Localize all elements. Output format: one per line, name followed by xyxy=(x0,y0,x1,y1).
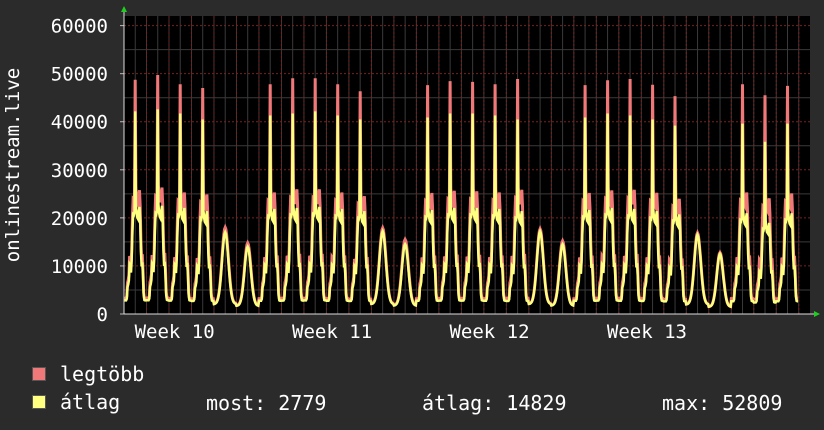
y-tick-label: 0 xyxy=(97,304,108,326)
x-axis-arrow xyxy=(814,311,820,317)
tick-labels: 0 10000 20000 30000 40000 50000 60000 Week 10 We… xyxy=(51,16,687,343)
y-tick-label: 20000 xyxy=(51,208,108,230)
legend-swatch-max xyxy=(32,367,46,381)
grid xyxy=(124,16,810,314)
axes xyxy=(120,6,820,317)
stat-current: most: 2779 xyxy=(206,391,327,415)
series-avg-line xyxy=(124,109,799,309)
legend-label-max: legtöbb xyxy=(60,362,145,386)
x-tick-label: Week 10 xyxy=(135,321,215,343)
x-tick-label: Week 12 xyxy=(449,321,529,343)
y-tick-label: 50000 xyxy=(51,64,108,86)
y-tick-label: 60000 xyxy=(51,16,108,38)
legend-item-max: legtöbb xyxy=(32,362,145,386)
y-tick-label: 40000 xyxy=(51,112,108,134)
legend-label-avg: átlag xyxy=(60,390,121,414)
y-tick-label: 30000 xyxy=(51,160,108,182)
stat-average: átlag: 14829 xyxy=(422,391,567,415)
y-axis-title: onlinestream.live xyxy=(2,68,24,262)
y-tick-label: 10000 xyxy=(51,256,108,278)
legend-swatch-avg xyxy=(32,395,46,409)
x-tick-label: Week 13 xyxy=(607,321,687,343)
y-axis-arrow xyxy=(121,6,127,12)
legend-item-avg: átlag xyxy=(32,390,121,414)
stat-max: max: 52809 xyxy=(662,391,783,415)
x-tick-label: Week 11 xyxy=(292,321,372,343)
series-layer xyxy=(124,74,799,309)
